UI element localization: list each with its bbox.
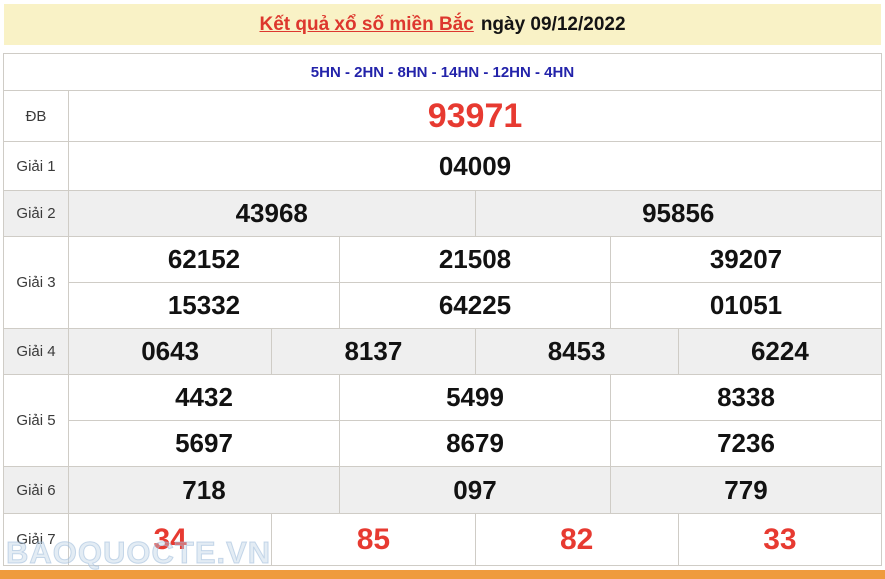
prize-number-red: 85 xyxy=(271,513,476,566)
table-row-prize1: Giải 1 04009 xyxy=(3,141,882,191)
prize-label-1: Giải 1 xyxy=(3,141,69,191)
table-row-prize5: Giải 5 4432 5499 8338 xyxy=(3,374,882,467)
table-row-prize7: Giải 7 34 85 82 33 xyxy=(3,513,883,566)
prize-number: 6224 xyxy=(677,328,883,375)
prize-number: 04009 xyxy=(68,141,882,191)
prize-number: 8137 xyxy=(271,328,476,375)
prize-label-6: Giải 6 xyxy=(3,466,69,514)
prize-label-5: Giải 5 xyxy=(3,374,69,467)
table-row-prize6: Giải 6 718 097 779 xyxy=(3,466,882,514)
prize-number: 01051 xyxy=(610,282,882,329)
prize-number-red: 82 xyxy=(474,513,679,566)
prize-label-3: Giải 3 xyxy=(3,236,69,329)
prize-number: 15332 xyxy=(68,282,340,329)
prize-number: 39207 xyxy=(610,236,882,283)
header-banner: Kết quả xổ số miền Bắc ngày 09/12/2022 xyxy=(4,4,881,45)
prize-label-7: Giải 7 xyxy=(3,513,69,566)
table-row-special: ĐB 93971 xyxy=(3,90,882,142)
station-list: 5HN - 2HN - 8HN - 14HN - 12HN - 4HN xyxy=(3,53,882,91)
table-row-prize4: Giải 4 0643 8137 8453 6224 xyxy=(3,328,883,375)
prize-number: 5499 xyxy=(339,374,611,421)
prize-number: 95856 xyxy=(474,190,882,237)
prize-number: 5697 xyxy=(68,420,340,467)
prize-number: 0643 xyxy=(67,328,273,375)
prize-number: 779 xyxy=(610,466,882,514)
page-title-link[interactable]: Kết quả xổ số miền Bắc xyxy=(259,13,474,35)
prize-number: 21508 xyxy=(339,236,611,283)
prize-number: 64225 xyxy=(339,282,611,329)
table-row-prize3: Giải 3 62152 21508 39207 xyxy=(3,236,882,329)
prize-number: 097 xyxy=(339,466,611,514)
prize-label-special: ĐB xyxy=(3,90,69,142)
station-row: 5HN - 2HN - 8HN - 14HN - 12HN - 4HN xyxy=(3,53,882,91)
table-row-prize2: Giải 2 43968 95856 xyxy=(3,190,882,237)
prize-number: 718 xyxy=(68,466,340,514)
prize-number-special: 93971 xyxy=(68,90,882,142)
prize-number: 43968 xyxy=(68,190,476,237)
prize-number: 8338 xyxy=(610,374,882,421)
results-table-container: 5HN - 2HN - 8HN - 14HN - 12HN - 4HN ĐB 9… xyxy=(3,53,883,566)
prize-number: 62152 xyxy=(68,236,340,283)
table-row-prize5-line2: 5697 8679 7236 xyxy=(4,420,882,467)
prize-number-red: 34 xyxy=(67,513,273,566)
prize-number-red: 33 xyxy=(677,513,883,566)
prize-number: 8679 xyxy=(339,420,611,467)
results-table: 5HN - 2HN - 8HN - 14HN - 12HN - 4HN ĐB 9… xyxy=(3,53,883,566)
prize-label-2: Giải 2 xyxy=(3,190,69,237)
prize-number: 7236 xyxy=(610,420,882,467)
date-label: ngày 09/12/2022 xyxy=(480,13,626,35)
prize-number: 4432 xyxy=(68,374,340,421)
table-row-prize3-line2: 15332 64225 01051 xyxy=(4,282,882,329)
prize-number: 8453 xyxy=(474,328,679,375)
prize-label-4: Giải 4 xyxy=(3,328,69,375)
